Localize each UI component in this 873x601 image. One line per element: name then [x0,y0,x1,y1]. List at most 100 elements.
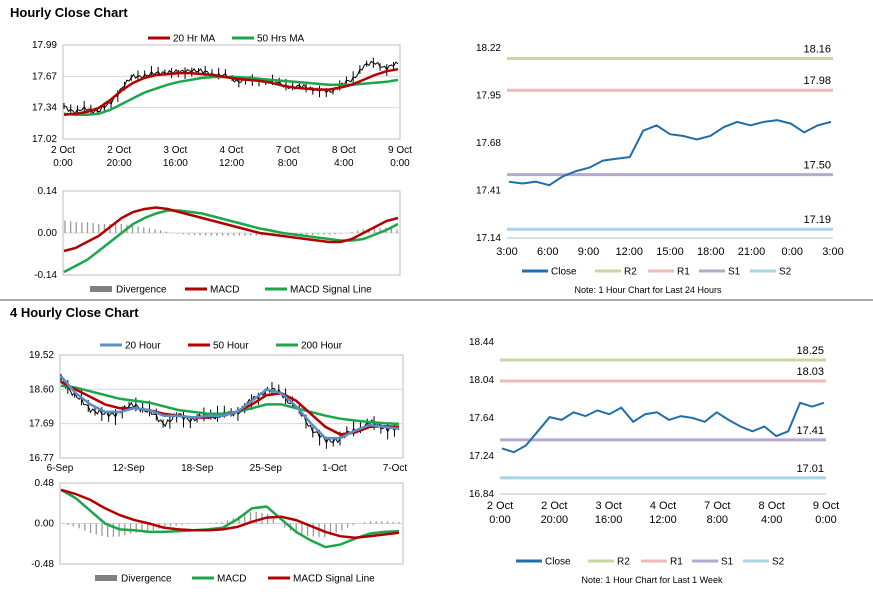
fourhour-pivot-xtick-time-1: 20:00 [541,514,569,526]
hourly-price-xtick-date-2: 3 Oct [163,145,187,156]
hourly-pivot-xtick-5: 18:00 [697,246,725,258]
fourhour-pivot-ytick-0: 18.44 [469,337,494,348]
fourhour-pivot-xtick-date-2: 3 Oct [596,500,622,512]
fourhour-macd-ytick-0: 0.48 [35,478,55,489]
fourhour-pivot-legend-close-label: Close [545,557,571,568]
hourly-pivot-xtick-1: 6:00 [537,246,558,258]
fourhour-pivot-xtick-time-3: 12:00 [649,514,677,526]
hourly-macd-legend-divergence-swatch [90,286,112,292]
hourly-macd-ytick-2: -0.14 [34,270,57,281]
fourhour-macd-macd-line [60,488,400,549]
hourly-pivot-ytick-4: 17.14 [476,233,501,244]
hourly-price-xtick-time-4: 8:00 [278,158,298,169]
fourhour-macd-legend-signal-label: MACD Signal Line [293,574,375,585]
hourly-price-xtick-date-1: 2 Oct [107,145,131,156]
fourhour-price-ma20-line [60,375,400,440]
hourly-macd-ytick-0: 0.14 [38,186,58,197]
hourly-macd-macd-line [63,206,399,253]
fourhour-pivot-xtick-time-2: 16:00 [595,514,623,526]
hourly-pivot-legend-r1-label: R1 [677,267,690,278]
fourhour-price-ytick-3: 16.77 [29,453,54,464]
fourhour-price-ytick-0: 19.52 [29,350,54,361]
hourly-price-ytick-0: 17.99 [32,40,57,51]
fourhour-pivot-level-s2-label: 17.01 [796,463,824,475]
hourly-price-ytick-3: 17.02 [32,134,57,145]
fourhour-pivot-note: Note: 1 Hour Chart for Last 1 Week [582,575,723,585]
hourly-pivot-legend-s1-label: S1 [728,267,741,278]
fourhour-pivot-xtick-time-0: 0:00 [489,514,510,526]
hourly-pivot-xtick-4: 15:00 [656,246,684,258]
fourhour-price-xtick-3: 25-Sep [250,463,283,474]
fourhour-price-legend-20-label: 20 Hour [125,341,161,352]
hourly-pivot-level-s2-label: 17.19 [803,214,831,226]
fourhour-macd-legend-macd-label: MACD [217,574,246,585]
fourhour-price-ma50-line [60,380,400,436]
hourly-pivot-xtick-6: 21:00 [738,246,766,258]
hourly-price-series [63,60,399,115]
hourly-price-ytick-2: 17.34 [32,103,57,114]
hourly-pivot-legend-s2-label: S2 [779,267,792,278]
hourly-pivot-level-r2-label: 18.16 [803,44,831,56]
fourhour-pivot-xtick-date-5: 8 Oct [759,500,785,512]
fourhour-pivot-xtick-date-3: 4 Oct [650,500,676,512]
fourhour-macd-legend-divergence-swatch [95,575,117,581]
fourhour-pivot-level-r2-label: 18.25 [796,345,824,357]
fourhour-macd-signal-line [60,488,400,540]
hourly-pivot-level-r1-label: 17.98 [803,75,831,87]
hourly-price-xtick-time-5: 4:00 [334,158,354,169]
fourhour-price-xtick-1: 12-Sep [112,463,145,474]
fourhour-macd-legend-divergence-label: Divergence [121,574,172,585]
fourhour-pivot-xtick-time-4: 8:00 [707,514,728,526]
hourly-pivot-level-s1-label: 17.50 [803,160,831,172]
hourly-pivot-xtick-8: 3:00 [822,246,843,258]
fourhour-pivot-level-s1-label: 17.41 [796,425,824,437]
hourly-pivot-ytick-3: 17.41 [476,186,501,197]
fourhour-pivot-level-r1-label: 18.03 [796,366,824,378]
hourly-macd-ytick-1: 0.00 [38,228,58,239]
hourly-price-plot-area [62,44,401,140]
fourhour-pivot-ytick-4: 16.84 [469,489,494,500]
hourly-price-ytick-1: 17.67 [32,71,57,82]
fourhour-price-legend-200-label: 200 Hour [301,341,343,352]
hourly-pivot-legend-close-label: Close [551,267,577,278]
hourly-price-xtick-time-3: 12:00 [219,158,244,169]
hourly-pivot-xtick-0: 3:00 [496,246,517,258]
hourly-pivot-xtick-2: 9:00 [578,246,599,258]
hourly-pivot-xtick-3: 12:00 [615,246,643,258]
fourhour-pivot-xtick-time-5: 4:00 [761,514,782,526]
hourly-macd-legend-signal-label: MACD Signal Line [290,285,372,296]
fourhour-price-xtick-2: 18-Sep [181,463,214,474]
hourly-pivot-ytick-1: 17.95 [476,91,501,102]
hourly-price-xtick-time-1: 20:00 [107,158,132,169]
fourhour-pivot-xtick-date-6: 9 Oct [813,500,839,512]
fourhour-pivot-xtick-date-4: 7 Oct [704,500,730,512]
fourhour-pivot-xtick-date-1: 2 Oct [541,500,567,512]
fourhour-pivot-legend-s1-label: S1 [721,557,734,568]
fourhour-macd-ytick-2: -0.48 [31,559,54,570]
hourly-pivot-ytick-0: 18.22 [476,43,501,54]
hourly-price-xtick-time-2: 16:00 [163,158,188,169]
hourly-pivot-ytick-2: 17.68 [476,138,501,149]
fourhour-price-ma200-line [60,384,400,426]
fourhour-price-xtick-0: 6-Sep [47,463,74,474]
fourhour-pivot-ytick-1: 18.04 [469,375,494,386]
fourhour-price-xtick-5: 7-Oct [383,463,408,474]
hourly-price-xtick-date-6: 9 Oct [388,145,412,156]
fourhour-pivot-ytick-2: 17.64 [469,413,494,424]
fourhour-section-title: 4 Hourly Close Chart [10,305,139,320]
hourly-price-legend-ma50-label: 50 Hrs MA [257,34,305,45]
hourly-price-xtick-date-5: 8 Oct [332,145,356,156]
hourly-price-xtick-date-0: 2 Oct [51,145,75,156]
hourly-pivot-note: Note: 1 Hour Chart for Last 24 Hours [574,285,722,295]
hourly-price-xtick-date-3: 4 Oct [220,145,244,156]
hourly-price-xtick-time-0: 0:00 [53,158,73,169]
hourly-pivot-legend-r2-label: R2 [624,267,637,278]
hourly-macd-legend-macd-label: MACD [210,285,239,296]
hourly-price-legend-ma20-label: 20 Hr MA [173,34,216,45]
fourhour-price-legend-50-label: 50 Hour [213,341,249,352]
fourhour-pivot-legend-r1-label: R1 [670,557,683,568]
fourhour-pivot-xtick-date-0: 2 Oct [487,500,513,512]
hourly-price-xtick-time-6: 0:00 [390,158,410,169]
hourly-price-xtick-date-4: 7 Oct [276,145,300,156]
